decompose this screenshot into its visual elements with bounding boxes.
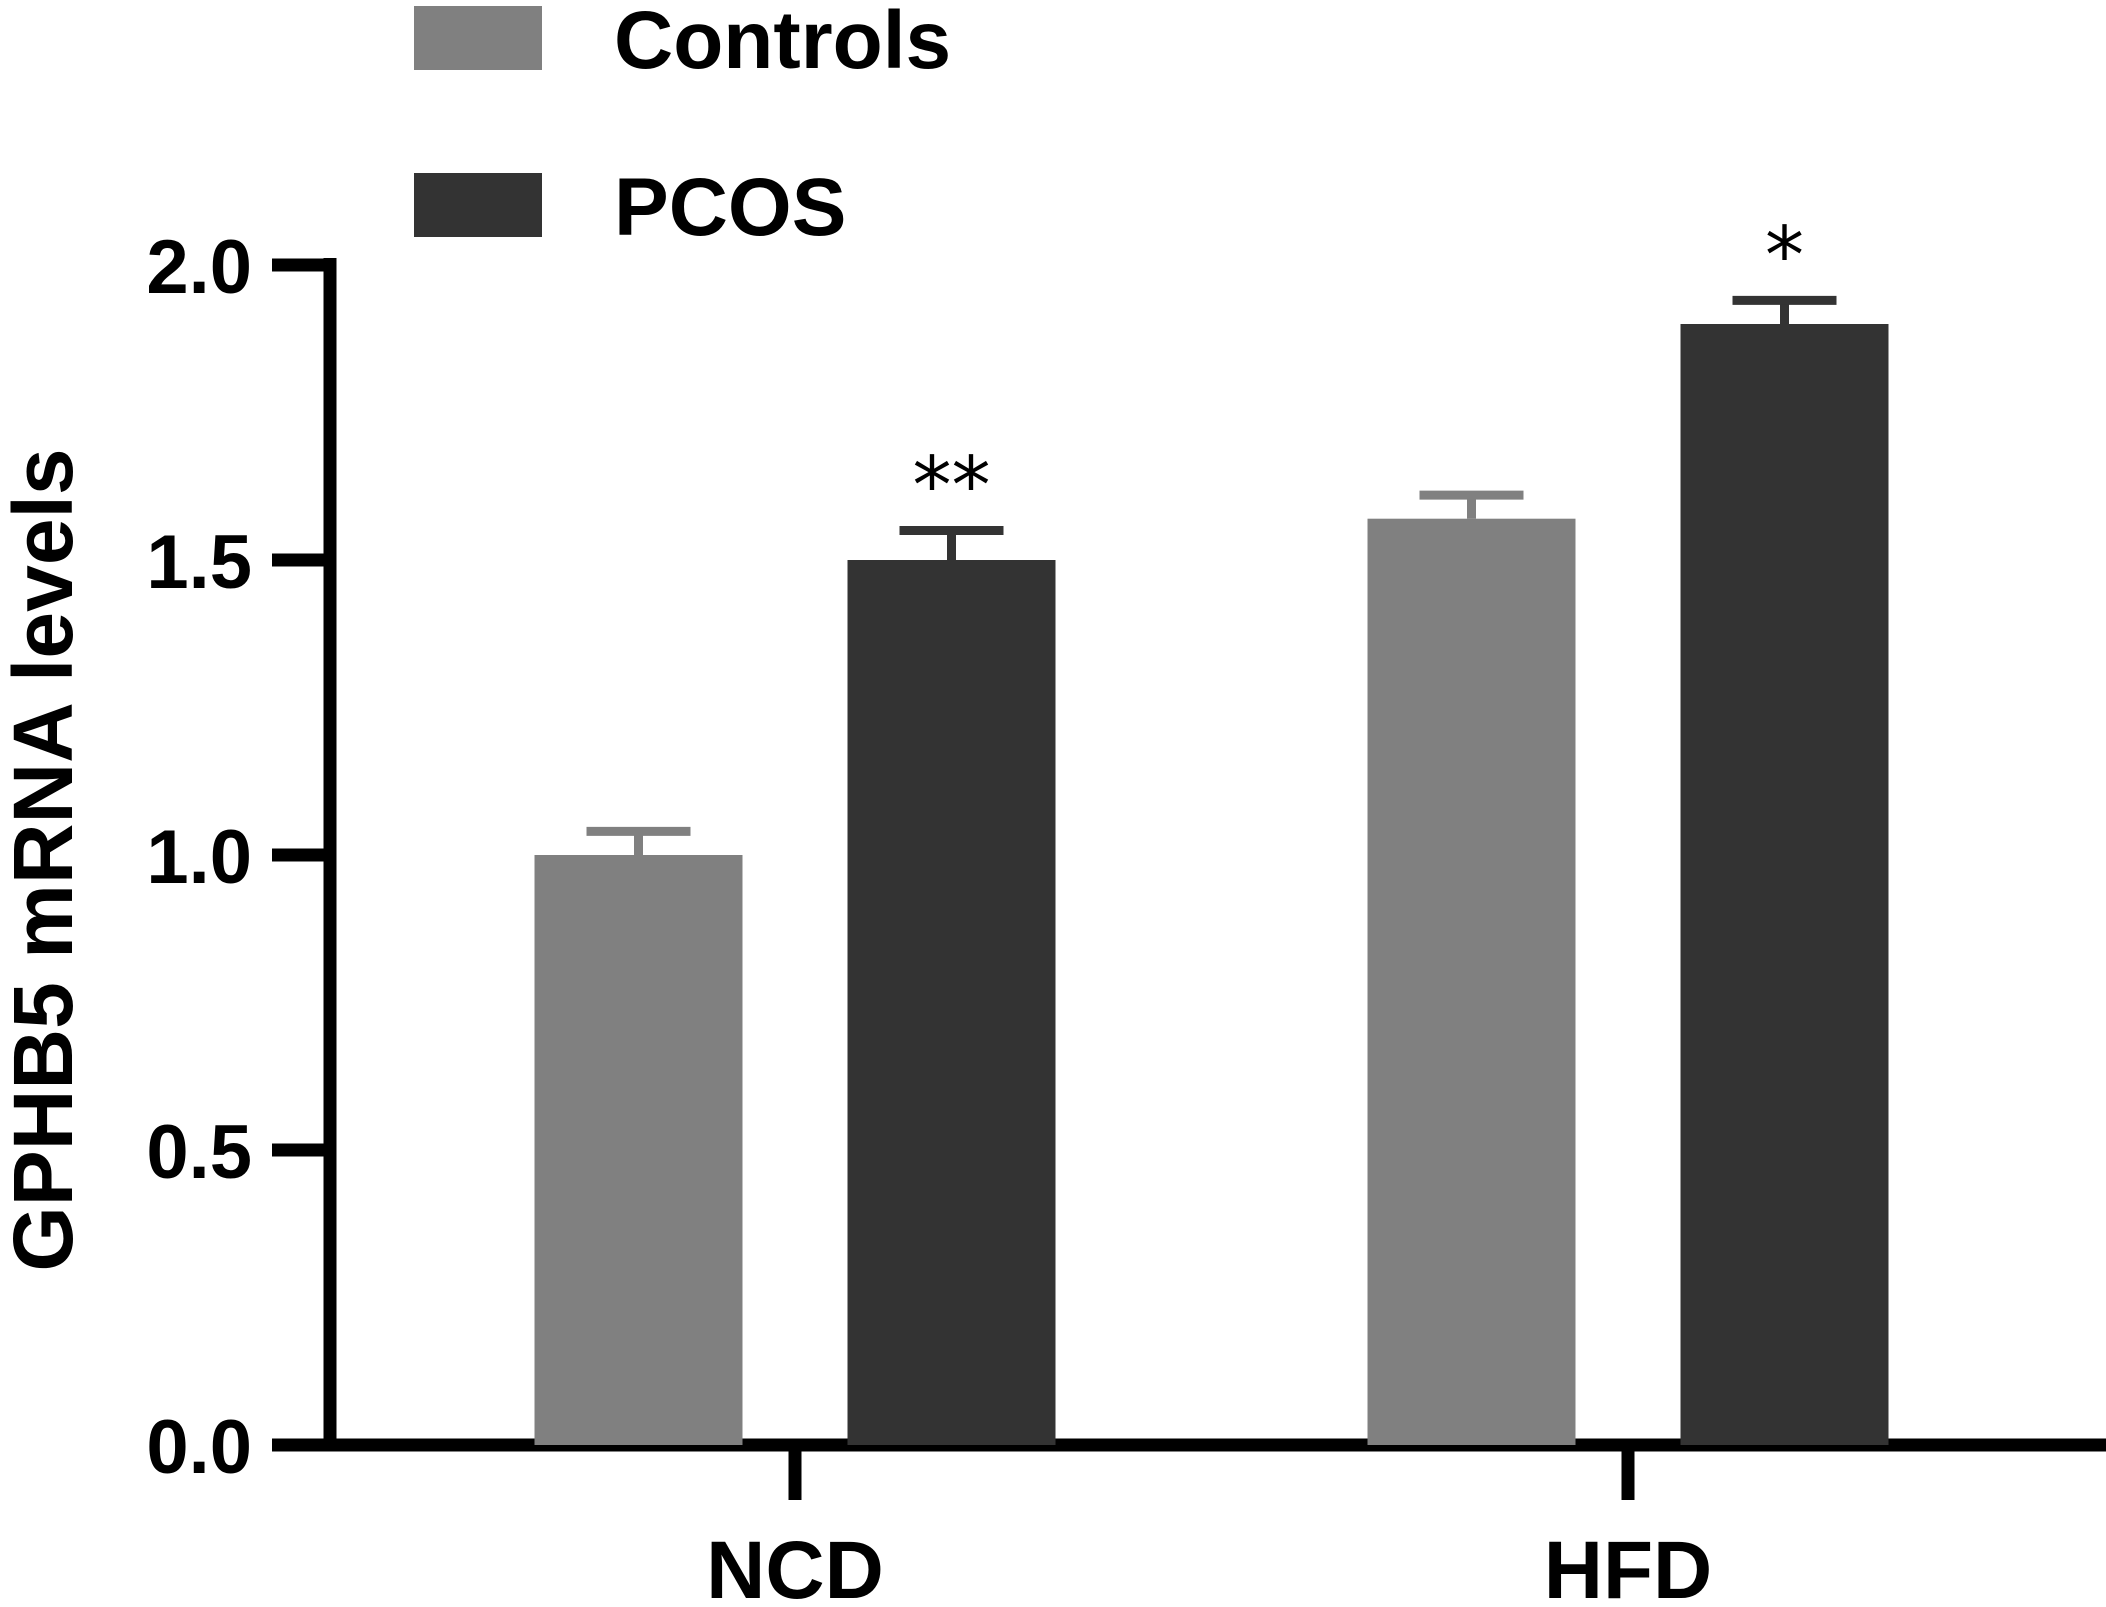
bar-controls-hfd (1367, 518, 1576, 1445)
x-tick-label-ncd: NCD (706, 1525, 884, 1607)
x-tick-label-hfd: HFD (1544, 1525, 1713, 1607)
bar-pcos-hfd (1680, 324, 1889, 1445)
bar-pcos-ncd (847, 560, 1056, 1445)
legend: Controls PCOS (414, 0, 951, 253)
legend-swatch-controls (414, 6, 542, 70)
y-tick-label: 0.0 (146, 1405, 252, 1490)
legend-swatch-pcos (414, 173, 542, 237)
bar-controls-ncd (534, 855, 743, 1445)
significance-marker: * (1765, 211, 1804, 301)
legend-label-controls: Controls (614, 0, 951, 86)
labels: 0.0 0.5 1.0 1.5 2.0 ** NCD * HFD (146, 211, 1804, 1607)
legend-label-pcos: PCOS (614, 162, 846, 253)
significance-marker: ** (913, 442, 991, 532)
y-tick-label: 2.0 (146, 225, 252, 310)
y-tick-label: 0.5 (146, 1110, 252, 1195)
y-tick-label: 1.5 (146, 520, 252, 605)
y-tick-label: 1.0 (146, 815, 252, 900)
y-axis-title: GPHB5 mRNA levels (0, 448, 90, 1271)
bars (534, 295, 1889, 1445)
